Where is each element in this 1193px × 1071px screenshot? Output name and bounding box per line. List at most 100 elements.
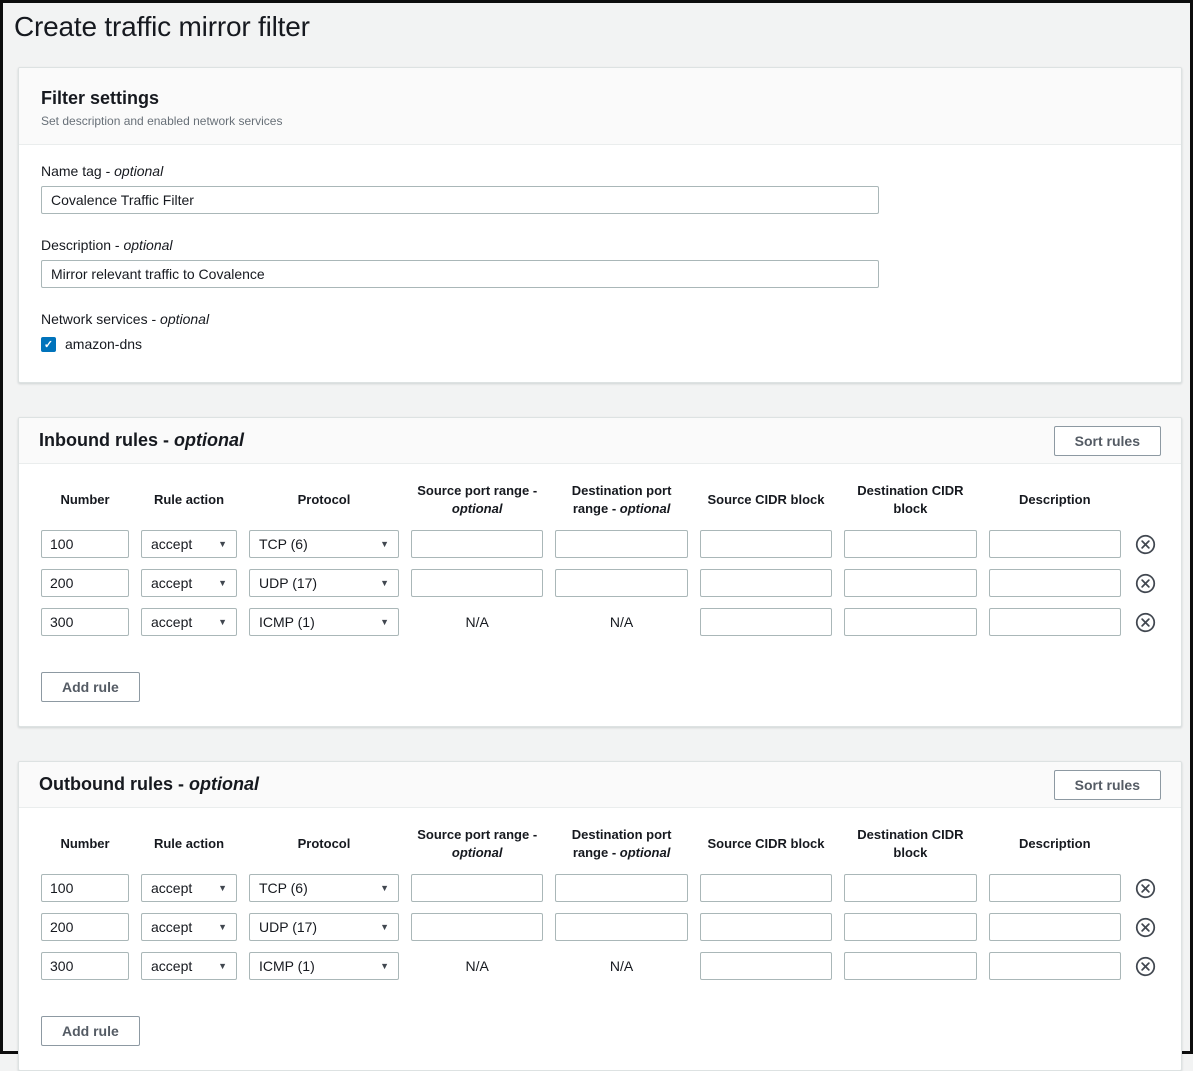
rule-action-value: accept xyxy=(151,614,193,631)
column-header-rule-action: Rule action xyxy=(153,835,225,851)
source-port-range-input[interactable] xyxy=(411,569,544,598)
sort-rules-button[interactable]: Sort rules xyxy=(1053,769,1161,800)
rule-action-select[interactable]: accept ▼ xyxy=(141,874,237,903)
destination-cidr-block-input[interactable] xyxy=(844,874,977,903)
destination-port-range-input[interactable] xyxy=(555,913,688,942)
remove-rule-button[interactable] xyxy=(1133,612,1159,633)
rule-description-input[interactable] xyxy=(988,952,1121,981)
destination-cidr-block-input[interactable] xyxy=(844,913,977,942)
destination-port-range-input[interactable] xyxy=(555,530,688,559)
rule-number-input[interactable] xyxy=(41,874,129,903)
source-cidr-block-input[interactable] xyxy=(699,952,833,981)
remove-rule-button[interactable] xyxy=(1133,878,1159,899)
rule-number-input[interactable] xyxy=(41,608,129,637)
source-cidr-block-input[interactable] xyxy=(699,530,833,559)
remove-rule-button[interactable] xyxy=(1133,917,1159,938)
rule-action-select[interactable]: accept ▼ xyxy=(141,913,237,942)
check-icon: ✓ xyxy=(43,338,54,351)
rule-action-value: accept xyxy=(151,575,193,592)
caret-down-icon: ▼ xyxy=(218,617,227,628)
protocol-value: UDP (17) xyxy=(259,575,318,592)
add-rule-button[interactable]: Add rule xyxy=(41,1016,140,1047)
rule-number-input[interactable] xyxy=(41,530,129,559)
column-header-source-cidr-block: Source CIDR block xyxy=(707,491,825,507)
outbound-rules-header: Outbound rules - optional Sort rules xyxy=(19,762,1181,809)
name-tag-input[interactable] xyxy=(41,186,879,214)
inbound-rules-title: Inbound rules - optional xyxy=(39,430,245,450)
rule-description-input[interactable] xyxy=(988,913,1121,942)
circle-x-icon xyxy=(1136,534,1156,554)
table-row: accept ▼ UDP (17) ▼ xyxy=(41,913,1159,942)
rule-action-value: accept xyxy=(151,919,193,936)
rule-number-input[interactable] xyxy=(41,952,129,981)
source-port-range-na: N/A xyxy=(465,614,489,631)
rule-action-select[interactable]: accept ▼ xyxy=(141,530,237,559)
remove-rule-button[interactable] xyxy=(1133,573,1159,594)
rules-table-header: Number Rule action Protocol Source port … xyxy=(41,482,1159,517)
protocol-select[interactable]: ICMP (1) ▼ xyxy=(249,952,399,981)
caret-down-icon: ▼ xyxy=(380,539,389,550)
caret-down-icon: ▼ xyxy=(380,961,389,972)
rule-action-select[interactable]: accept ▼ xyxy=(141,952,237,981)
destination-cidr-block-input[interactable] xyxy=(844,952,977,981)
protocol-value: TCP (6) xyxy=(259,880,308,897)
circle-x-icon xyxy=(1136,878,1156,898)
destination-cidr-block-input[interactable] xyxy=(844,608,977,637)
amazon-dns-checkbox[interactable]: ✓ xyxy=(41,336,56,352)
source-port-range-input[interactable] xyxy=(411,913,544,942)
rule-description-input[interactable] xyxy=(988,874,1121,903)
column-header-protocol: Protocol xyxy=(297,835,351,851)
source-port-range-input[interactable] xyxy=(411,874,544,903)
protocol-select[interactable]: ICMP (1) ▼ xyxy=(249,608,399,637)
add-rule-button[interactable]: Add rule xyxy=(41,672,140,703)
source-cidr-block-input[interactable] xyxy=(699,874,833,903)
column-header-source-cidr-block: Source CIDR block xyxy=(707,835,825,851)
protocol-select[interactable]: UDP (17) ▼ xyxy=(249,569,399,598)
caret-down-icon: ▼ xyxy=(380,578,389,589)
source-port-range-input[interactable] xyxy=(411,530,544,559)
rule-number-input[interactable] xyxy=(41,913,129,942)
network-services-label: Network services - optional xyxy=(41,311,210,327)
table-row: accept ▼ ICMP (1) ▼ N/A N/A xyxy=(41,608,1159,637)
protocol-select[interactable]: UDP (17) ▼ xyxy=(249,913,399,942)
description-field: Description - optional xyxy=(41,237,1159,288)
rule-action-value: accept xyxy=(151,536,193,553)
source-cidr-block-input[interactable] xyxy=(699,608,833,637)
caret-down-icon: ▼ xyxy=(380,883,389,894)
column-header-source-port-range: Source port range - optional xyxy=(417,827,538,860)
source-cidr-block-input[interactable] xyxy=(699,569,833,598)
caret-down-icon: ▼ xyxy=(218,578,227,589)
protocol-value: UDP (17) xyxy=(259,919,318,936)
protocol-value: ICMP (1) xyxy=(259,614,315,631)
description-label: Description - optional xyxy=(41,237,173,253)
source-cidr-block-input[interactable] xyxy=(699,913,833,942)
caret-down-icon: ▼ xyxy=(380,922,389,933)
protocol-select[interactable]: TCP (6) ▼ xyxy=(249,874,399,903)
column-header-number: Number xyxy=(60,835,110,851)
column-header-source-port-range: Source port range - optional xyxy=(417,483,538,516)
caret-down-icon: ▼ xyxy=(218,883,227,894)
name-tag-label: Name tag - optional xyxy=(41,163,164,179)
destination-port-range-input[interactable] xyxy=(555,569,688,598)
destination-cidr-block-input[interactable] xyxy=(844,530,977,559)
description-input[interactable] xyxy=(41,260,879,288)
filter-settings-subtitle: Set description and enabled network serv… xyxy=(41,114,283,128)
amazon-dns-checkbox-label: amazon-dns xyxy=(65,336,143,352)
remove-rule-button[interactable] xyxy=(1133,956,1159,977)
rule-action-value: accept xyxy=(151,880,193,897)
rule-action-select[interactable]: accept ▼ xyxy=(141,608,237,637)
filter-settings-header: Filter settings Set description and enab… xyxy=(19,68,1181,145)
remove-rule-button[interactable] xyxy=(1133,534,1159,555)
page-title: Create traffic mirror filter xyxy=(14,11,310,42)
destination-port-range-input[interactable] xyxy=(555,874,688,903)
rule-description-input[interactable] xyxy=(988,530,1121,559)
inbound-rules-header: Inbound rules - optional Sort rules xyxy=(19,418,1181,464)
rule-number-input[interactable] xyxy=(41,569,129,598)
inbound-rules-card: Inbound rules - optional Sort rules Numb… xyxy=(18,417,1182,728)
sort-rules-button[interactable]: Sort rules xyxy=(1053,425,1161,456)
protocol-select[interactable]: TCP (6) ▼ xyxy=(249,530,399,559)
rule-action-select[interactable]: accept ▼ xyxy=(141,569,237,598)
rule-description-input[interactable] xyxy=(988,569,1121,598)
destination-cidr-block-input[interactable] xyxy=(844,569,977,598)
rule-description-input[interactable] xyxy=(988,608,1121,637)
